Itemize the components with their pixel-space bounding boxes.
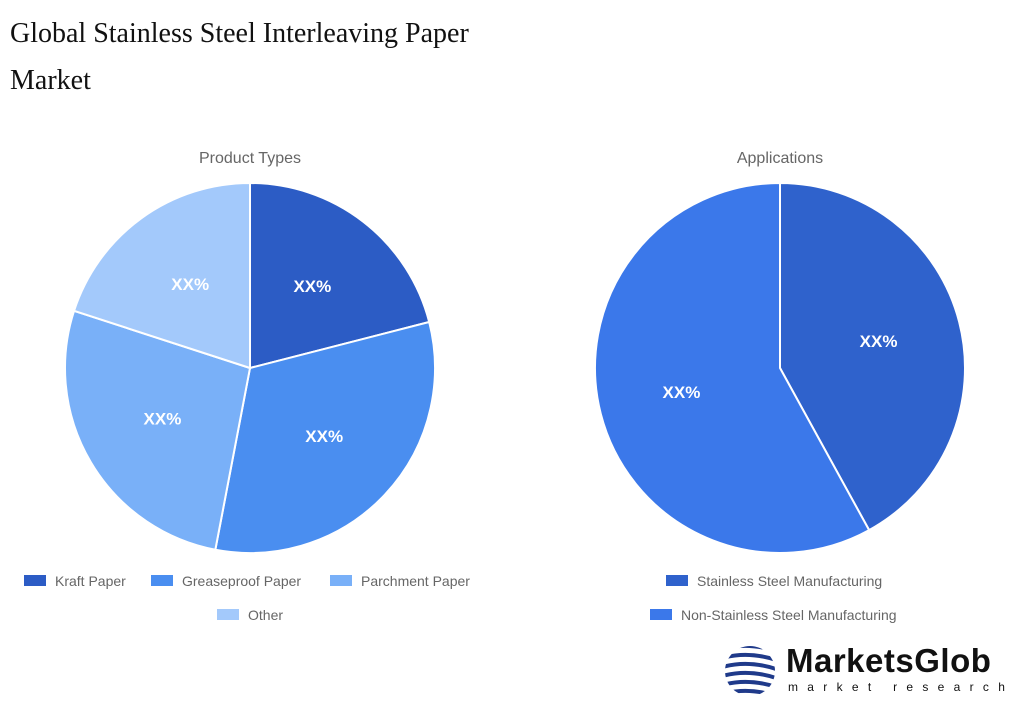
pie-slice-non-stainless-steel-manufacturing[interactable] (594, 181, 871, 554)
page-title: Global Stainless Steel Interleaving Pape… (10, 18, 469, 96)
legend-swatch (151, 575, 173, 586)
legend-item[interactable]: Kraft Paper (55, 573, 126, 589)
legend-item[interactable]: Non-Stainless Steel Manufacturing (681, 607, 897, 623)
pie-slice-parchment-paper[interactable] (64, 309, 252, 551)
legend-item[interactable]: Stainless Steel Manufacturing (697, 573, 882, 589)
pie-slice-other[interactable] (72, 181, 251, 370)
legend-item[interactable]: Greaseproof Paper (182, 573, 301, 589)
legend-swatch (217, 609, 239, 620)
data-label: XX% (305, 427, 343, 446)
pie-slice-greaseproof-paper[interactable] (214, 320, 436, 554)
logo-tagline: market research (788, 680, 1015, 694)
pie-slice-kraft-paper[interactable] (249, 181, 431, 370)
legend-swatch (650, 609, 672, 620)
legend-item[interactable]: Other (248, 607, 283, 623)
pie-slice-stainless-steel-manufacturing[interactable] (779, 181, 966, 532)
logo-name: MarketsGlob (786, 642, 992, 679)
data-label: XX% (144, 409, 182, 428)
legend-swatch (330, 575, 352, 586)
chart-title: Product Types (199, 150, 301, 167)
globe-icon (725, 646, 775, 696)
data-label: XX% (663, 383, 701, 402)
data-label: XX% (860, 332, 898, 351)
logo: MarketsGlob market research (724, 642, 1024, 700)
chart-title: Applications (737, 150, 823, 167)
legend-swatch (666, 575, 688, 586)
legend-swatch (24, 575, 46, 586)
legend-item[interactable]: Parchment Paper (361, 573, 470, 589)
data-label: XX% (171, 275, 209, 294)
data-label: XX% (293, 277, 331, 296)
